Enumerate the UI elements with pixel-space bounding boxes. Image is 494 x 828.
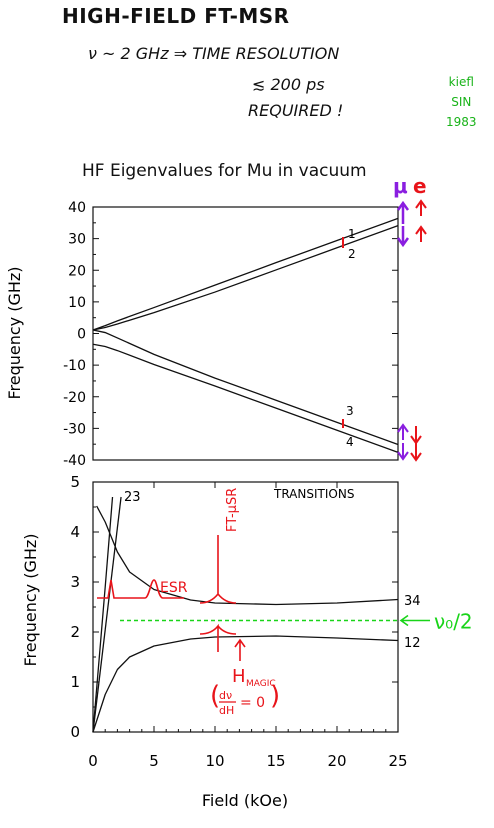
deriv-open-paren: ( (210, 681, 220, 711)
top-chart-title: HF Eigenvalues for Mu in vacuum (82, 161, 367, 181)
credit-lab: SIN (451, 95, 472, 109)
hmagic-subscript: MAGIC (246, 679, 276, 689)
energy-level-1 (92, 217, 399, 331)
top-y-tick-label: 20 (68, 263, 86, 279)
top-y-tick-label: 40 (68, 200, 86, 216)
transition-curve-12 (92, 635, 399, 733)
transition-curve-23 (92, 496, 114, 733)
deriv-close-paren: ) (270, 681, 280, 711)
bottom-x-tick-label: 25 (388, 752, 407, 770)
mu-up-arrow-3 (397, 423, 409, 440)
credit-year: 1983 (446, 115, 477, 129)
level-label-3: 3 (346, 404, 354, 418)
half-frequency-arrow (399, 614, 430, 627)
top-y-tick-label: -40 (63, 453, 86, 469)
level-label-4: 4 (346, 435, 354, 449)
bottom-y-tick-label: 3 (70, 573, 80, 591)
top-series (92, 217, 399, 454)
transition-label-23: 23 (124, 490, 141, 505)
e-up-arrow-2 (415, 225, 427, 242)
hmagic-arrow (234, 638, 246, 661)
top-y-ticks: 40 30 20 10 0 -10 -20 -30 -40 (63, 200, 398, 469)
bottom-y-axis-label: Frequency (GHz) (21, 533, 40, 666)
top-plot-frame (92, 206, 399, 461)
top-y-tick-label: -20 (63, 390, 86, 406)
top-y-tick-label: 0 (77, 327, 86, 343)
frequency-note: ν ~ 2 GHz ⇒ TIME RESOLUTION (88, 44, 340, 63)
bottom-y-tick-label: 0 (70, 723, 80, 741)
x-axis-label: Field (kOe) (202, 791, 288, 810)
bottom-x-tick-label: 5 (149, 752, 159, 770)
esr-annotation: ESR (97, 579, 188, 599)
half-frequency-annotation: ν₀/2 (120, 610, 473, 634)
transition-label-12: 12 (404, 636, 421, 651)
mu-label: μ (393, 174, 408, 198)
energy-level-4 (92, 343, 399, 454)
top-y-tick-label: -30 (63, 421, 86, 437)
e-label: e (413, 174, 427, 198)
top-y-tick-label: -10 (63, 358, 86, 374)
bottom-y-tick-label: 5 (70, 473, 80, 491)
e-down-arrow-4 (410, 443, 422, 462)
ftmusr-trace-lower (199, 623, 237, 652)
credit-note: kiefl SIN 1983 (446, 72, 477, 132)
page-title: HIGH-FIELD FT-MSR (62, 4, 290, 28)
ftmusr-trace-upper (199, 535, 237, 604)
mu-down-arrow-2 (396, 226, 410, 248)
hmagic-label: H (232, 666, 246, 687)
deriv-equals: = 0 (240, 695, 265, 711)
bottom-x-tick-label: 20 (327, 752, 346, 770)
mu-down-arrow-4 (397, 443, 409, 461)
transition-label-34: 34 (404, 594, 421, 609)
spin-arrows (342, 199, 427, 462)
mu-up-arrow-1 (396, 200, 410, 224)
required-note: REQUIRED ! (248, 101, 344, 120)
bottom-x-tick-label: 15 (266, 752, 285, 770)
deriv-denominator: dH (219, 704, 234, 717)
e-down-arrow-3 (410, 426, 422, 445)
top-y-tick-label: 30 (68, 232, 86, 248)
e-up-arrow-1 (415, 199, 427, 216)
resolution-note: ≲ 200 ps (252, 75, 325, 94)
level-label-2: 2 (348, 247, 356, 261)
half-frequency-label: ν₀/2 (434, 610, 473, 634)
level-label-1: 1 (348, 227, 356, 241)
ftmusr-label: FT-μSR (225, 488, 240, 532)
deriv-numerator: dν (219, 689, 232, 702)
top-y-tick-label: 10 (68, 295, 86, 311)
bottom-x-tick-label: 0 (88, 752, 98, 770)
hmagic-annotation: H MAGIC ( dν dH = 0 ) (210, 638, 280, 717)
ftmusr-annotation: FT-μSR (199, 488, 240, 652)
transition-curve-steep-3 (92, 496, 122, 733)
esr-peak-trace (97, 579, 184, 599)
bottom-y-tick-label: 1 (70, 673, 80, 691)
bottom-x-tick-label: 10 (205, 752, 224, 770)
bottom-y-tick-label: 4 (70, 523, 80, 541)
energy-level-3 (92, 329, 399, 446)
energy-level-2 (92, 225, 399, 331)
bottom-y-tick-label: 2 (70, 623, 80, 641)
transitions-label: TRANSITIONS (273, 487, 354, 501)
top-y-axis-label: Frequency (GHz) (5, 266, 24, 399)
esr-label: ESR (160, 580, 188, 596)
credit-author: kiefl (448, 75, 474, 89)
transition-curve-34 (96, 505, 399, 606)
bottom-series (92, 496, 399, 733)
